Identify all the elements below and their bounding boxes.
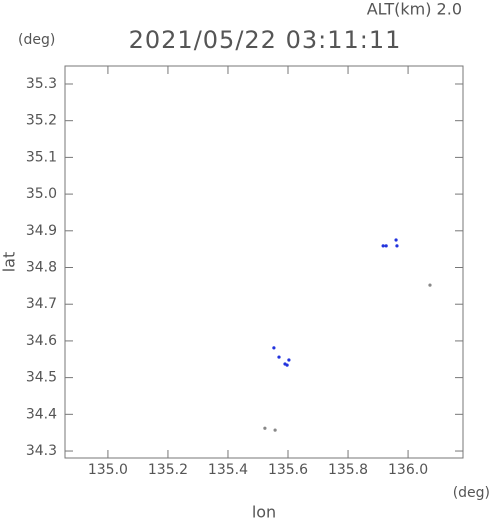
y-tick-label: 34.9 <box>26 223 57 239</box>
y-tick-label: 34.6 <box>26 333 57 349</box>
x-tick-label: 135.8 <box>328 462 368 478</box>
point <box>272 346 276 350</box>
y-unit: (deg) <box>18 32 55 48</box>
y-axis-title: lat <box>0 252 19 273</box>
point <box>277 355 281 359</box>
y-tick-label: 34.3 <box>26 443 57 459</box>
point <box>394 238 398 242</box>
x-tick-label: 135.6 <box>268 462 308 478</box>
x-tick-label: 136.0 <box>388 462 428 478</box>
y-tick-label: 34.4 <box>26 406 57 422</box>
x-unit: (deg) <box>453 485 490 501</box>
subtitle: ALT(km) 2.0 <box>367 0 462 19</box>
y-tick-label: 35.2 <box>26 113 57 129</box>
x-tick-label: 135.4 <box>208 462 248 478</box>
y-tick-label: 34.8 <box>26 260 57 276</box>
point <box>381 244 385 248</box>
y-tick-label: 35.0 <box>26 186 57 202</box>
x-tick-label: 135.0 <box>88 462 128 478</box>
y-tick-label: 34.5 <box>26 370 57 386</box>
y-tick-label: 35.1 <box>26 149 57 165</box>
plot-frame <box>64 65 464 459</box>
point <box>384 244 388 248</box>
point <box>428 283 432 287</box>
point <box>287 358 291 362</box>
point <box>273 428 277 432</box>
y-tick-label: 35.3 <box>26 76 57 92</box>
point <box>285 363 289 367</box>
x-axis-title: lon <box>252 503 276 521</box>
chart-title: 2021/05/22 03:11:11 <box>129 26 402 54</box>
x-tick-label: 135.2 <box>148 462 188 478</box>
point <box>263 426 267 430</box>
point <box>395 244 399 248</box>
y-tick-label: 34.7 <box>26 296 57 312</box>
